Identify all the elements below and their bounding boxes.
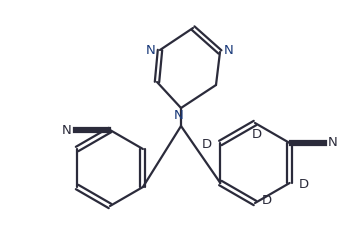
Text: D: D <box>299 178 309 191</box>
Text: D: D <box>262 195 272 208</box>
Text: N: N <box>174 109 184 122</box>
Text: N: N <box>224 44 234 56</box>
Text: D: D <box>201 138 211 151</box>
Text: D: D <box>252 128 262 141</box>
Text: N: N <box>62 123 72 137</box>
Text: N: N <box>328 137 337 150</box>
Text: N: N <box>146 44 156 56</box>
